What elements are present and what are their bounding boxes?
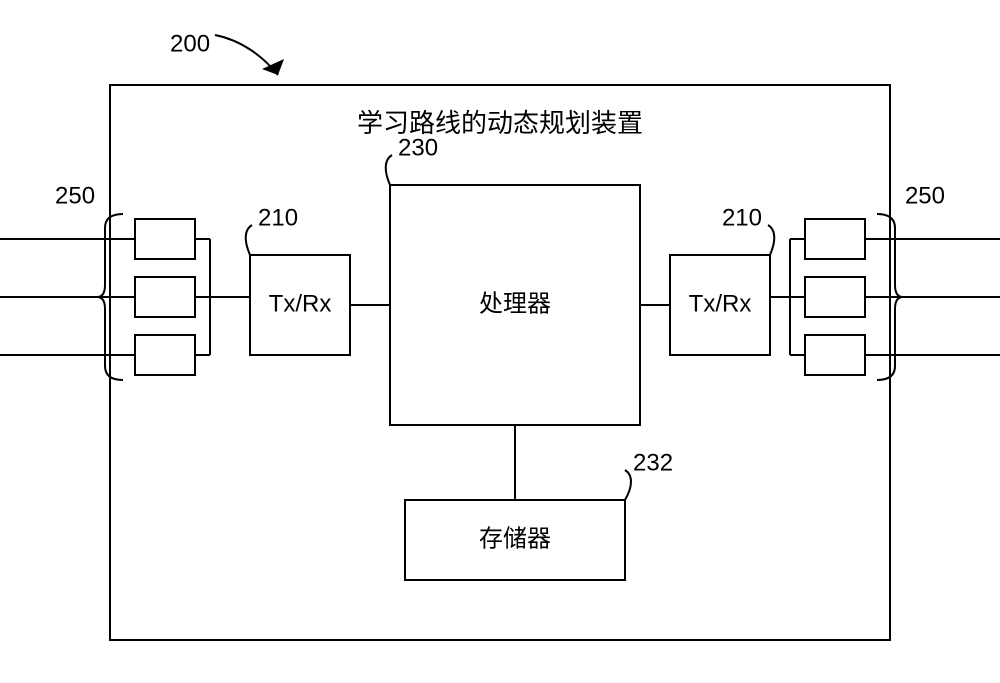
memory-label: 存储器: [479, 525, 551, 552]
port-left-1: [135, 277, 195, 317]
port-left-0: [135, 219, 195, 259]
processor-ref: 230: [398, 134, 438, 161]
port-right-0: [805, 219, 865, 259]
processor-label: 处理器: [479, 290, 551, 317]
txrx-right-ref: 210: [722, 204, 762, 231]
txrx-right-label: Tx/Rx: [689, 290, 752, 317]
txrx-left-label: Tx/Rx: [269, 290, 332, 317]
ports-left-ref: 250: [55, 182, 95, 209]
port-right-1: [805, 277, 865, 317]
txrx-left-ref: 210: [258, 204, 298, 231]
memory-ref: 232: [633, 449, 673, 476]
port-left-2: [135, 335, 195, 375]
port-right-2: [805, 335, 865, 375]
figure-ref-label: 200: [170, 30, 210, 57]
ports-right-ref: 250: [905, 182, 945, 209]
